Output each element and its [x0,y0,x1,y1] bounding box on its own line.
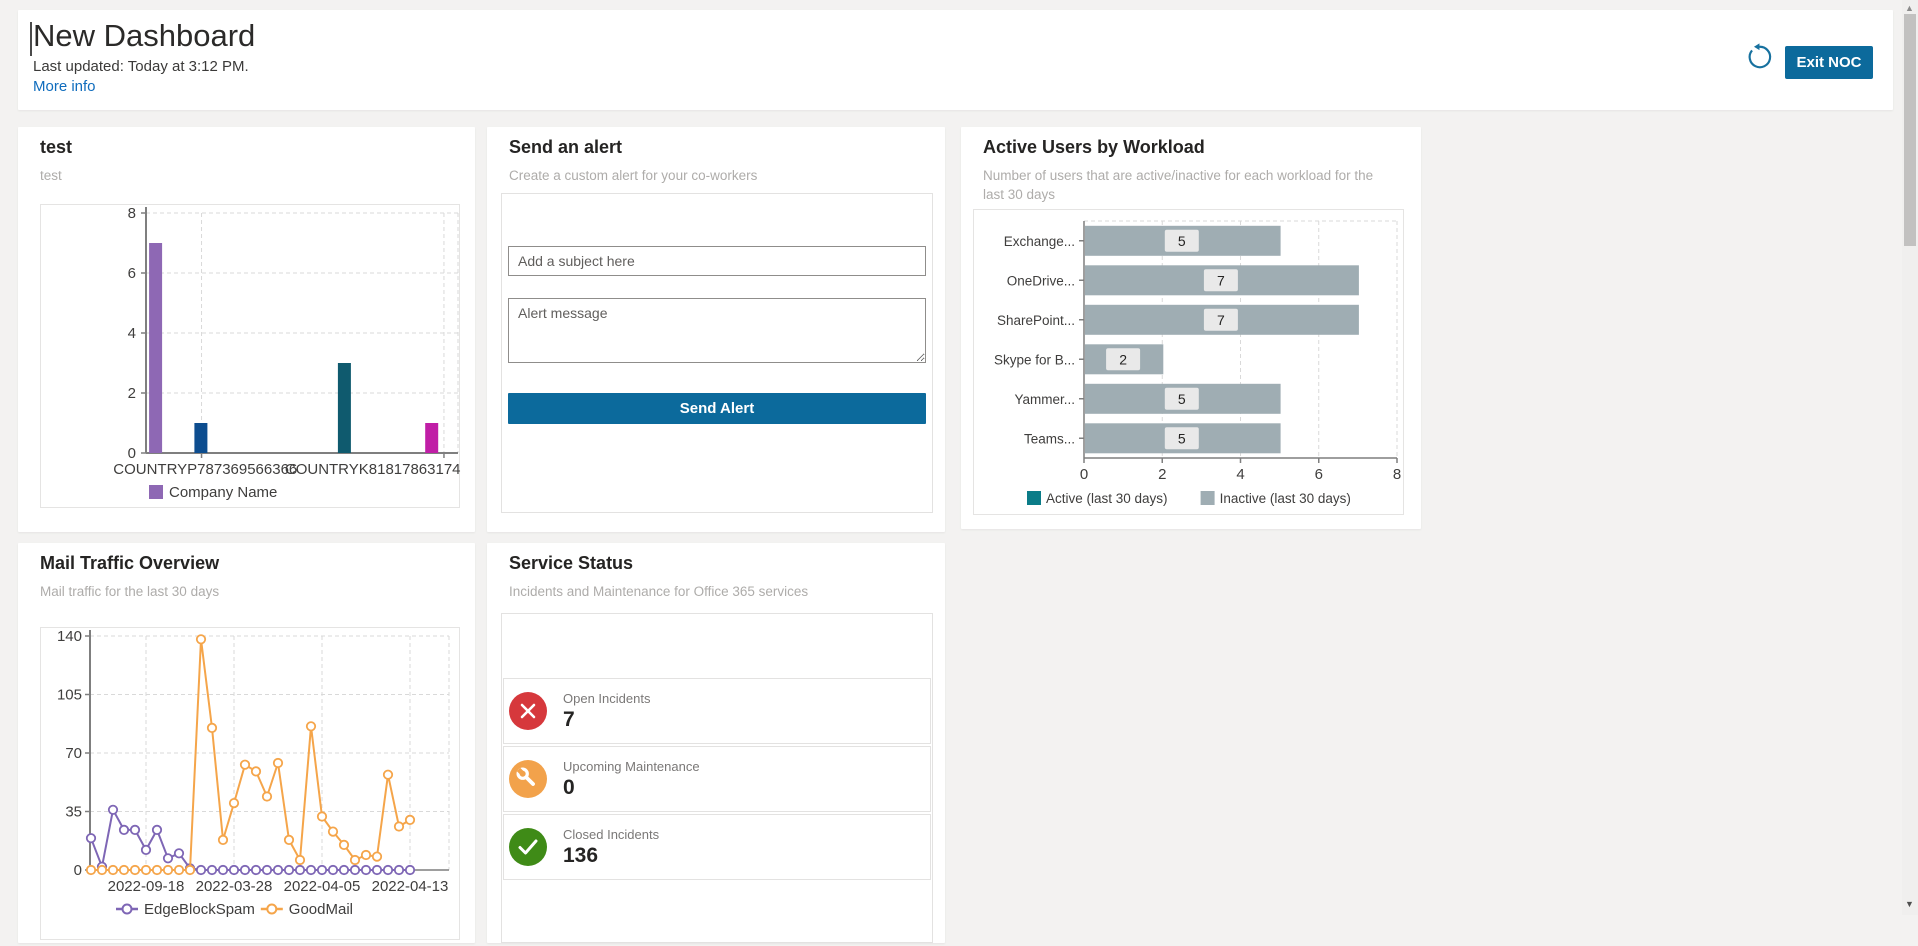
svg-text:SharePoint...: SharePoint... [997,313,1075,328]
svg-text:2022-03-28: 2022-03-28 [196,878,273,895]
svg-text:GoodMail: GoodMail [289,901,353,918]
svg-text:8: 8 [1393,466,1401,483]
card-active-users: Active Users by Workload Number of users… [961,127,1421,529]
text-cursor [30,22,32,56]
mail-traffic-title: Mail Traffic Overview [40,553,220,573]
alert-subject-input[interactable] [508,246,926,276]
service-status-row[interactable]: Open Incidents 7 [503,678,931,744]
svg-text:OneDrive...: OneDrive... [1007,273,1075,288]
card-service-status: Service Status Incidents and Maintenance… [487,543,945,943]
exit-noc-button[interactable]: Exit NOC [1785,46,1873,79]
mail-traffic-chart: 0 35 70 105 140 2022-09-18 2022-03-28 2022-04-0… [40,627,460,940]
svg-text:6: 6 [1315,466,1323,483]
send-alert-form: Send Alert [501,193,933,513]
svg-text:Exchange...: Exchange... [1004,234,1075,249]
svg-text:2: 2 [1119,351,1127,367]
page-title[interactable]: New Dashboard [33,18,256,53]
svg-text:7: 7 [1217,272,1225,288]
scrollbar-down-icon[interactable]: ▼ [1905,899,1914,909]
svg-text:5: 5 [1178,233,1186,249]
svg-text:Company Name: Company Name [169,484,277,501]
svg-text:5: 5 [1178,391,1186,407]
test-bar-chart: 0 2 4 6 8 COUNTRYP787369566366 COUNTRYK8181786… [40,204,469,508]
svg-text:6: 6 [128,265,136,282]
service-status-subtitle: Incidents and Maintenance for Office 365… [509,584,809,599]
scrollbar-up-icon[interactable]: ▲ [1905,3,1914,13]
svg-text:COUNTRYP787369566366: COUNTRYP787369566366 [113,461,297,478]
svg-text:4: 4 [1236,466,1244,483]
open-incidents-icon [509,692,547,730]
service-status-label: Open Incidents [563,690,651,706]
service-status-list: Open Incidents 7 Upcoming Maintenance 0 Clos… [501,613,933,943]
svg-text:0: 0 [74,862,82,879]
service-status-row[interactable]: Closed Incidents 136 [503,814,931,880]
active-users-chart: 0 2 4 6 8 Exchange... 5 OneDrive... 7 SharePoint.… [973,209,1404,515]
closed-incidents-icon [509,828,547,866]
send-alert-button[interactable]: Send Alert [508,393,926,424]
service-status-title: Service Status [509,553,634,573]
svg-text:Skype for B...: Skype for B... [994,352,1075,367]
svg-text:4: 4 [128,325,136,342]
alert-message-input[interactable] [508,298,926,363]
refresh-icon[interactable] [1746,43,1774,71]
svg-text:7: 7 [1217,312,1225,328]
svg-text:2: 2 [1158,466,1166,483]
svg-text:70: 70 [65,745,82,762]
svg-text:8: 8 [128,205,136,222]
vertical-scrollbar[interactable]: ▲ ▼ [1902,0,1918,915]
svg-text:2022-04-05: 2022-04-05 [284,878,361,895]
svg-text:0: 0 [128,445,136,462]
card-test-subtitle: test [40,168,62,183]
svg-text:Active (last 30 days): Active (last 30 days) [1046,491,1168,506]
svg-text:140: 140 [57,628,82,645]
svg-text:0: 0 [1080,466,1088,483]
service-status-label: Closed Incidents [563,826,660,842]
svg-text:Teams...: Teams... [1024,431,1075,446]
svg-text:EdgeBlockSpam: EdgeBlockSpam [144,901,255,918]
card-test: test test 0 2 4 6 8 COUNTRYP787369566366 COUNT… [18,127,475,532]
active-users-title: Active Users by Workload [983,137,1205,157]
svg-text:2022-04-13: 2022-04-13 [372,878,449,895]
card-mail-traffic: Mail Traffic Overview Mail traffic for t… [18,543,475,943]
svg-text:Inactive (last 30 days): Inactive (last 30 days) [1220,491,1351,506]
svg-text:2: 2 [128,385,136,402]
svg-text:Yammer...: Yammer... [1014,392,1075,407]
more-info-link[interactable]: More info [33,78,96,95]
scrollbar-thumb[interactable] [1904,14,1916,246]
card-test-title: test [40,137,73,157]
active-users-subtitle: Number of users that are active/inactive… [983,168,1374,202]
dashboard-header: New Dashboard Last updated: Today at 3:1… [18,10,1893,110]
mail-traffic-subtitle: Mail traffic for the last 30 days [40,584,220,599]
service-status-row[interactable]: Upcoming Maintenance 0 [503,746,931,812]
svg-text:5: 5 [1178,430,1186,446]
service-status-value: 136 [563,843,599,867]
svg-text:35: 35 [65,804,82,821]
send-alert-title: Send an alert [509,137,623,157]
service-status-label: Upcoming Maintenance [563,758,700,774]
last-updated-text: Last updated: Today at 3:12 PM. [33,58,249,75]
upcoming-maintenance-icon [509,760,547,798]
svg-text:105: 105 [57,687,82,704]
svg-text:COUNTRYK818178631743: COUNTRYK818178631743 [285,461,461,478]
service-status-value: 7 [563,707,575,731]
service-status-value: 0 [563,775,575,799]
send-alert-subtitle: Create a custom alert for your co-worker… [509,168,758,183]
card-send-alert: Send an alert Create a custom alert for … [487,127,945,532]
svg-text:2022-09-18: 2022-09-18 [108,878,185,895]
